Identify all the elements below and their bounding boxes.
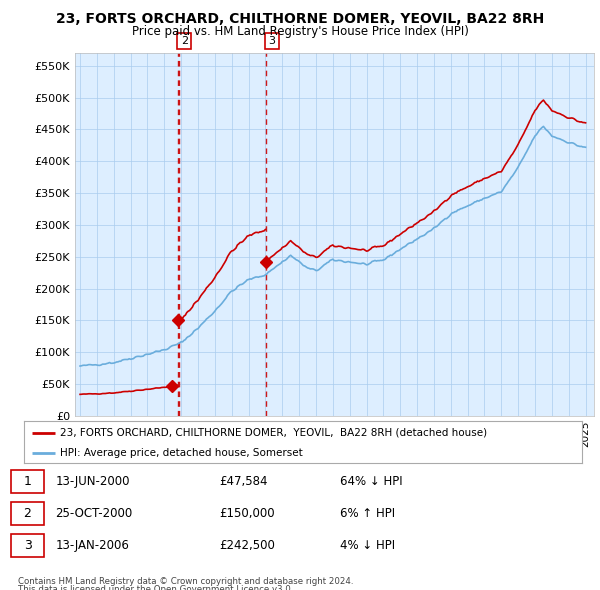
Text: Contains HM Land Registry data © Crown copyright and database right 2024.: Contains HM Land Registry data © Crown c…: [18, 577, 353, 586]
Text: Price paid vs. HM Land Registry's House Price Index (HPI): Price paid vs. HM Land Registry's House …: [131, 25, 469, 38]
Text: 23, FORTS ORCHARD, CHILTHORNE DOMER, YEOVIL, BA22 8RH: 23, FORTS ORCHARD, CHILTHORNE DOMER, YEO…: [56, 12, 544, 26]
Text: 23, FORTS ORCHARD, CHILTHORNE DOMER,  YEOVIL,  BA22 8RH (detached house): 23, FORTS ORCHARD, CHILTHORNE DOMER, YEO…: [60, 428, 487, 438]
Text: 1: 1: [23, 476, 31, 489]
FancyBboxPatch shape: [11, 502, 44, 525]
Text: 4% ↓ HPI: 4% ↓ HPI: [340, 539, 395, 552]
Text: 64% ↓ HPI: 64% ↓ HPI: [340, 476, 403, 489]
FancyBboxPatch shape: [11, 470, 44, 493]
Text: £150,000: £150,000: [220, 507, 275, 520]
Text: This data is licensed under the Open Government Licence v3.0.: This data is licensed under the Open Gov…: [18, 585, 293, 590]
Text: 6% ↑ HPI: 6% ↑ HPI: [340, 507, 395, 520]
Text: £242,500: £242,500: [220, 539, 275, 552]
Text: 2: 2: [23, 507, 31, 520]
Text: HPI: Average price, detached house, Somerset: HPI: Average price, detached house, Some…: [60, 448, 303, 457]
Text: 13-JUN-2000: 13-JUN-2000: [55, 476, 130, 489]
Text: 3: 3: [269, 36, 275, 46]
FancyBboxPatch shape: [11, 534, 44, 557]
Text: 2: 2: [181, 36, 188, 46]
Text: 25-OCT-2000: 25-OCT-2000: [55, 507, 133, 520]
Text: 13-JAN-2006: 13-JAN-2006: [55, 539, 129, 552]
Text: £47,584: £47,584: [220, 476, 268, 489]
Text: 3: 3: [23, 539, 31, 552]
